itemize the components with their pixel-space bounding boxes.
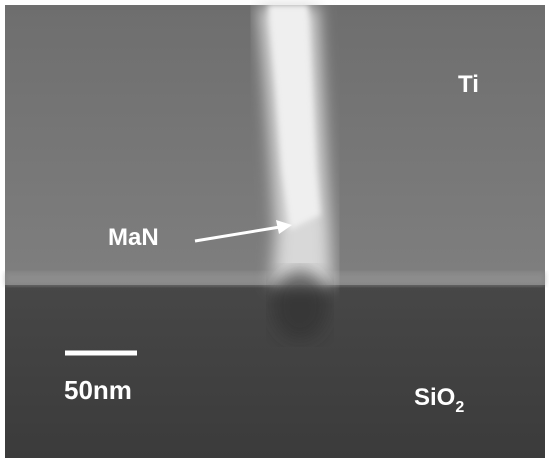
- page: Ti MaN 50nm SiO2 (() => { const data = J…: [0, 0, 549, 463]
- man-label: MaN: [108, 224, 159, 251]
- sio2-text: SiO: [414, 384, 455, 411]
- scale-label: 50nm: [64, 375, 132, 405]
- ti-label: Ti: [458, 71, 479, 98]
- shadow: [272, 270, 328, 340]
- sio2-subscript: 2: [455, 399, 464, 416]
- sem-image: Ti MaN 50nm SiO2: [0, 0, 549, 463]
